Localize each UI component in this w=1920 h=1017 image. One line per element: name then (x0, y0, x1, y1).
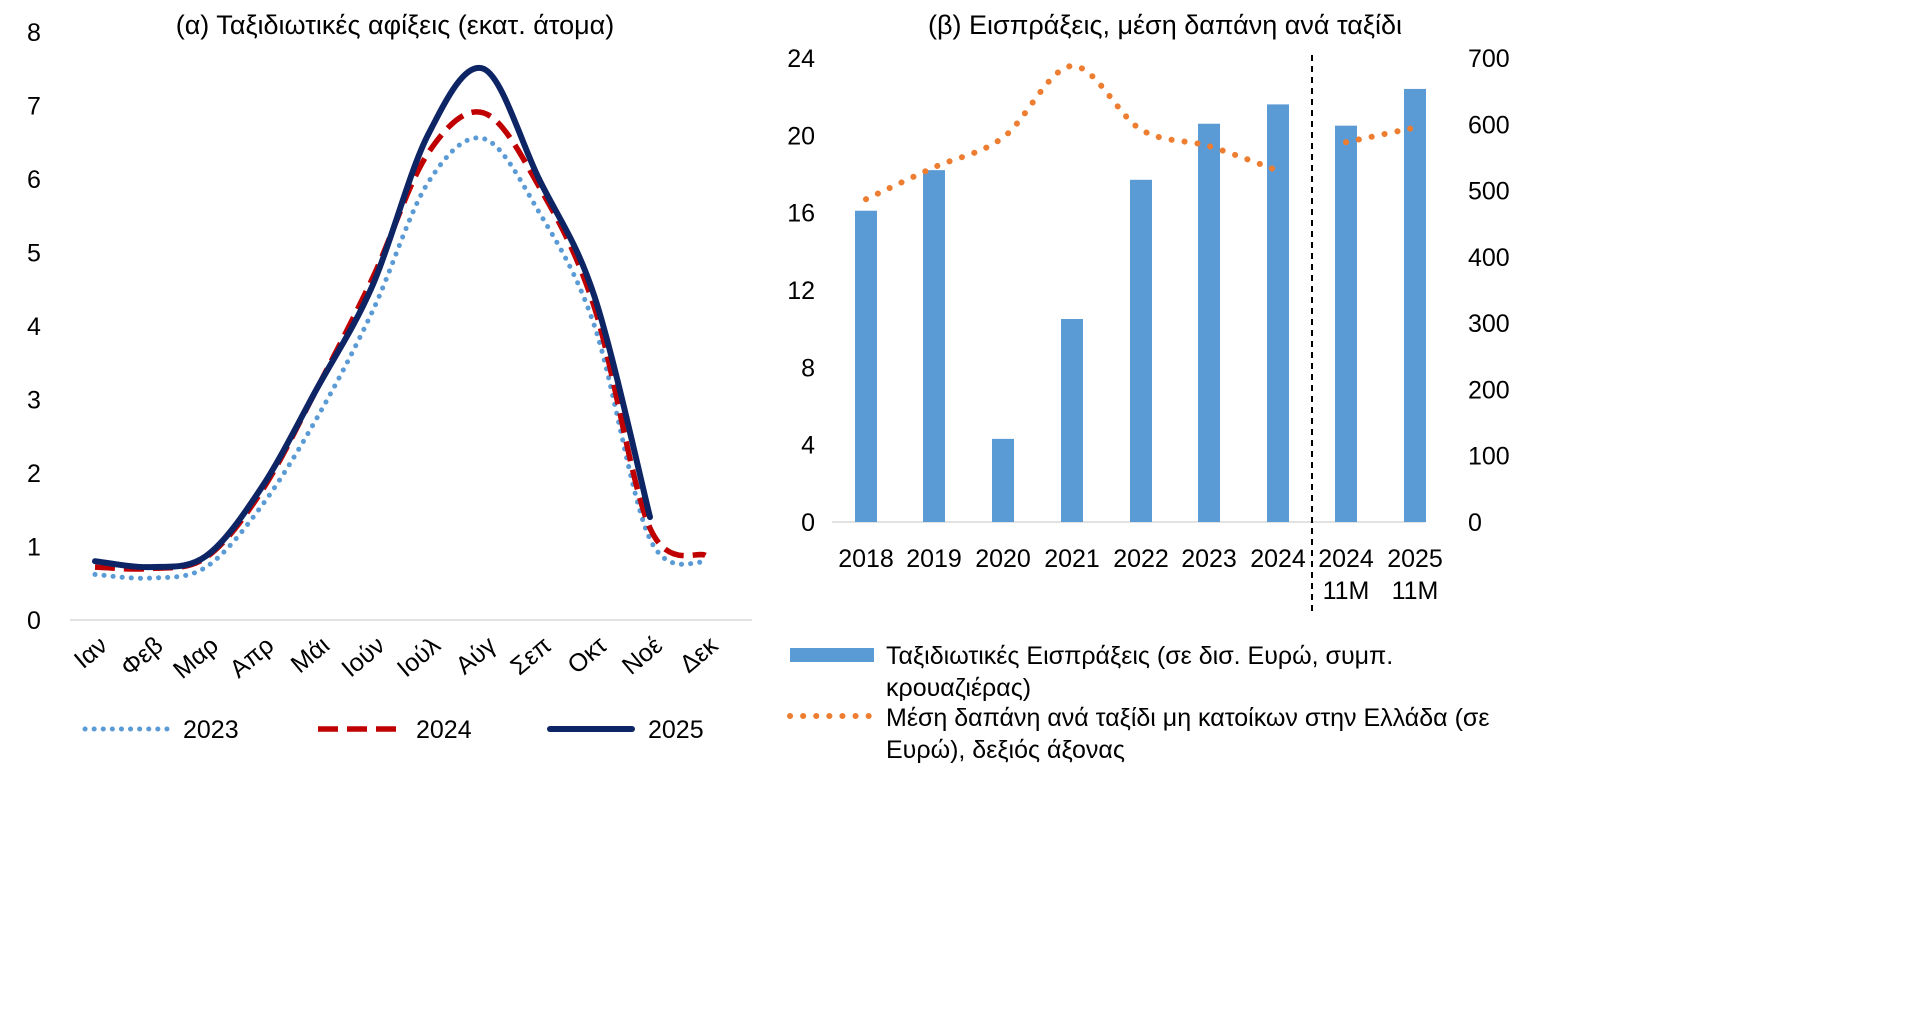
chart-b-left-axis: 0 4 8 12 16 20 24 (787, 45, 815, 537)
chart-a-y-tick: 6 (27, 166, 41, 194)
chart-a-y-tick: 5 (27, 240, 41, 268)
chart-b-left-tick: 24 (787, 45, 815, 73)
chart-b-bar (855, 210, 877, 522)
chart-b-legend-bar-label: Ταξιδιωτικές Εισπράξεις (σε δισ. Ευρώ, σ… (886, 642, 1393, 670)
chart-b-bar (1267, 104, 1289, 523)
chart-a-y-tick: 7 (27, 93, 41, 121)
chart-b-x-tick: 2024 (1250, 545, 1306, 573)
chart-b-line-segment (863, 62, 1281, 203)
chart-b-legend-line-label: Ευρώ), δεξιός άξονας (886, 736, 1125, 764)
chart-a-x-tick: Φεβ (116, 631, 169, 682)
chart-b-legend-line-label: Μέση δαπάνη ανά ταξίδι μη κατοίκων στην … (886, 704, 1489, 732)
chart-a-plot (92, 64, 708, 581)
chart-b-x-tick: 2022 (1113, 545, 1169, 573)
chart-a-y-tick: 8 (27, 19, 41, 47)
chart-b-x-tick: 2018 (838, 545, 894, 573)
chart-b-bar (1061, 319, 1083, 522)
chart-b-legend-bar-marker (790, 648, 874, 662)
chart-a-legend-label: 2024 (416, 716, 472, 744)
chart-b-x-axis: 2018 2019 2020 2021 2022 2023 2024 2024 11M 2025 1… (838, 545, 1443, 605)
chart-b-right-tick: 0 (1468, 509, 1482, 537)
chart-a-x-tick: Ιαν (69, 631, 113, 674)
chart-b-x-tick: 2025 (1387, 545, 1443, 573)
chart-b-bars (855, 88, 1426, 523)
chart-a-legend-label: 2023 (183, 716, 239, 744)
chart-b-right-tick: 400 (1468, 244, 1510, 272)
chart-b-left-tick: 16 (787, 200, 815, 228)
chart-b-line-series (863, 62, 1418, 203)
chart-a-series-2024 (94, 109, 707, 572)
chart-a-x-tick: Νοέ (617, 631, 668, 680)
chart-b-x-tick: 2024 (1318, 545, 1374, 573)
chart-b-right-tick: 300 (1468, 310, 1510, 338)
chart-b-x-tick: 2019 (906, 545, 962, 573)
chart-b-bar (992, 438, 1014, 522)
chart-b-left-tick: 4 (801, 432, 815, 460)
chart-a-y-tick: 1 (27, 534, 41, 562)
chart-b-bar (1404, 88, 1426, 522)
chart-a: (α) Ταξιδιωτικές αφίξεις (εκατ. άτομα) 0… (27, 10, 752, 744)
chart-a-x-tick: Μάι (286, 631, 335, 679)
chart-b-x-tick: 2021 (1044, 545, 1100, 573)
chart-b-x-tick: 11M (1323, 577, 1370, 605)
chart-a-legend: 2023 2024 2025 (82, 716, 704, 744)
chart-a-x-tick: Μαρ (168, 631, 224, 684)
chart-b-right-tick: 500 (1468, 178, 1510, 206)
chart-b-right-tick: 100 (1468, 443, 1510, 471)
chart-a-x-tick: Αύγ (451, 631, 502, 680)
chart-a-y-axis: 0 1 2 3 4 5 6 7 8 (27, 19, 41, 635)
chart-b-bar (1335, 125, 1357, 523)
chart-a-x-tick: Δεκ (674, 631, 723, 679)
chart-b-right-tick: 700 (1468, 45, 1510, 73)
chart-b-bar (923, 170, 945, 522)
chart-b-bar (1198, 123, 1220, 522)
chart-a-x-tick: Σεπ (505, 631, 557, 681)
chart-b-left-tick: 12 (787, 277, 815, 305)
chart-a-y-tick: 0 (27, 607, 41, 635)
chart-b-legend: Ταξιδιωτικές Εισπράξεις (σε δισ. Ευρώ, σ… (787, 642, 1489, 764)
chart-b-right-axis: 0 100 200 300 400 500 600 700 (1468, 45, 1510, 537)
chart-b-left-tick: 8 (801, 354, 815, 382)
chart-a-title: (α) Ταξιδιωτικές αφίξεις (εκατ. άτομα) (176, 10, 615, 40)
chart-b-bar (1130, 179, 1152, 523)
chart-a-x-tick: Απρ (224, 631, 279, 683)
chart-a-legend-label: 2025 (648, 716, 704, 744)
chart-b-x-tick: 2020 (975, 545, 1031, 573)
chart-b-line-segment (1343, 124, 1418, 146)
chart-b-legend-bar-label: κρουαζιέρας) (886, 674, 1031, 702)
chart-a-y-tick: 2 (27, 460, 41, 488)
chart-b-right-tick: 600 (1468, 111, 1510, 139)
chart-a-y-tick: 3 (27, 387, 41, 415)
chart-a-x-axis: Ιαν Φεβ Μαρ Απρ Μάι Ιούν Ιούλ Αύγ Σεπ Οκτ Νοέ Δεκ (69, 631, 724, 685)
chart-b-x-tick: 11M (1392, 577, 1439, 605)
chart-a-x-tick: Ιούν (336, 631, 390, 683)
chart-a-y-tick: 4 (27, 313, 41, 341)
chart-a-x-tick: Οκτ (562, 631, 612, 679)
chart-b-left-tick: 0 (801, 509, 815, 537)
chart-a-x-tick: Ιούλ (392, 631, 446, 683)
chart-b: (β) Εισπράξεις, μέση δαπάνη ανά ταξίδι 0… (787, 10, 1510, 764)
chart-b-left-tick: 20 (787, 122, 815, 150)
chart-b-x-tick: 2023 (1181, 545, 1237, 573)
chart-b-title: (β) Εισπράξεις, μέση δαπάνη ανά ταξίδι (928, 10, 1402, 40)
chart-b-right-tick: 200 (1468, 376, 1510, 404)
chart-a-series-2023 (92, 135, 708, 581)
chart-a-series-2025 (92, 64, 653, 571)
